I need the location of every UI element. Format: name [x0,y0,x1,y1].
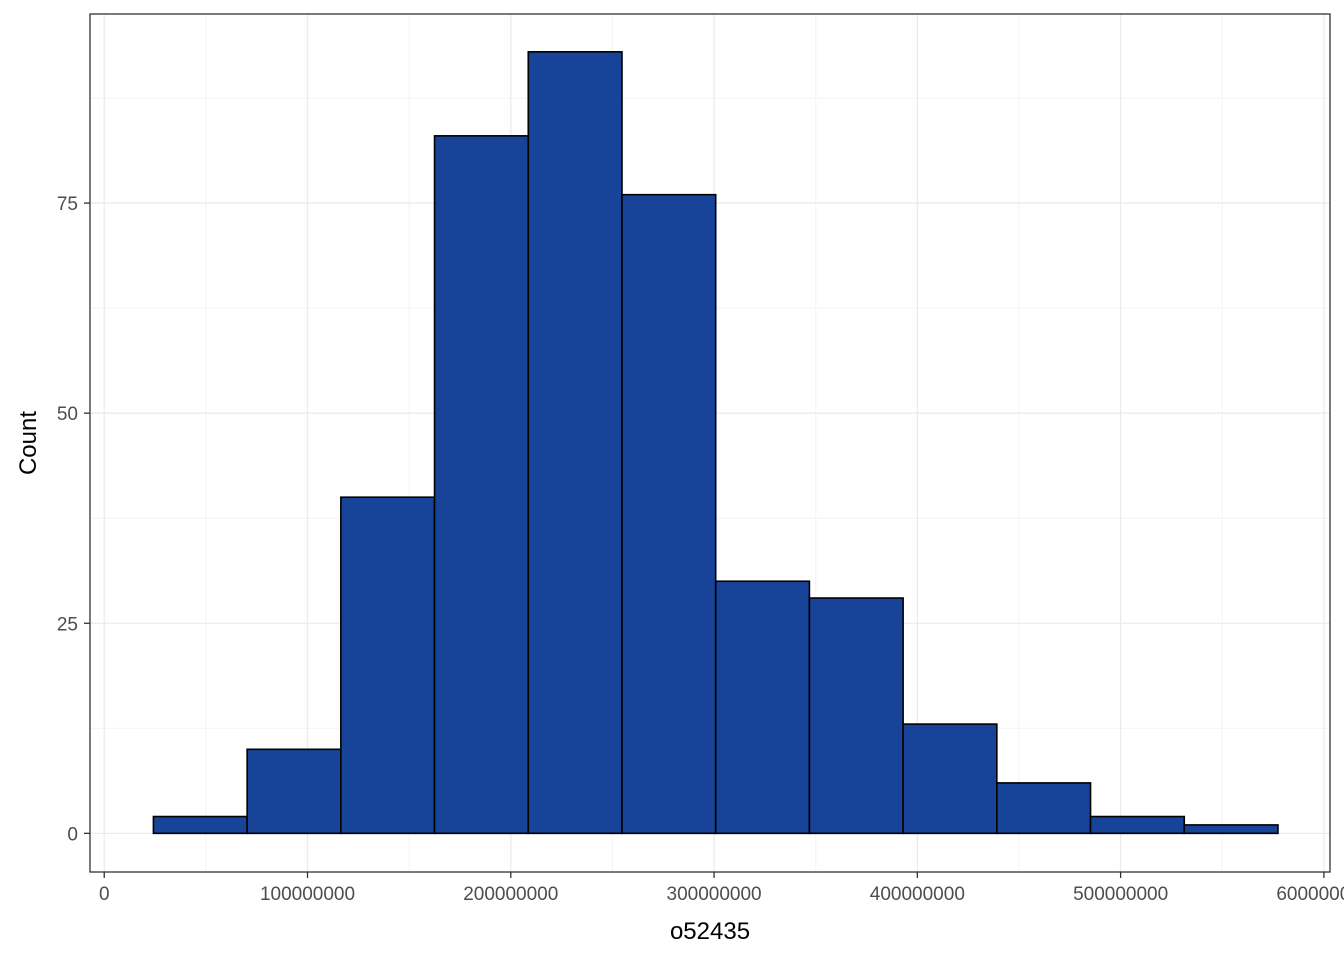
histogram-bar [527,51,623,835]
x-tick-label: 0 [99,884,110,905]
x-tick-label: 200000000 [463,884,558,905]
x-axis-ticks: 0 100000000 200000000 300000000 400000000 500… [99,872,1344,905]
y-tick-label: 0 [67,824,78,845]
histogram-bar [246,748,342,835]
histogram-bar [902,723,998,835]
histogram-bars [152,51,1279,835]
y-tick-label: 50 [57,404,78,425]
x-tick-label: 300000000 [667,884,762,905]
histogram-bar [340,496,436,835]
x-tick-label: 500000000 [1073,884,1168,905]
y-tick-label: 75 [57,194,78,215]
histogram-bar [1183,824,1279,835]
x-tick-label: 100000000 [260,884,355,905]
histogram-bar [808,597,904,835]
x-axis-title: o52435 [670,918,750,945]
histogram-bar [1089,815,1186,835]
histogram-bar [621,193,717,835]
y-tick-label: 25 [57,614,78,635]
histogram-bar [152,815,248,835]
x-tick-label: 600000000 [1276,884,1344,905]
panel-border [89,13,1331,873]
x-tick-label: 400000000 [870,884,965,905]
histogram-bar [996,782,1092,835]
y-axis-ticks: 0 25 50 75 [57,194,90,845]
histogram-bar [433,135,530,835]
y-axis-title: Count [15,411,42,475]
histogram-bar [714,580,811,835]
